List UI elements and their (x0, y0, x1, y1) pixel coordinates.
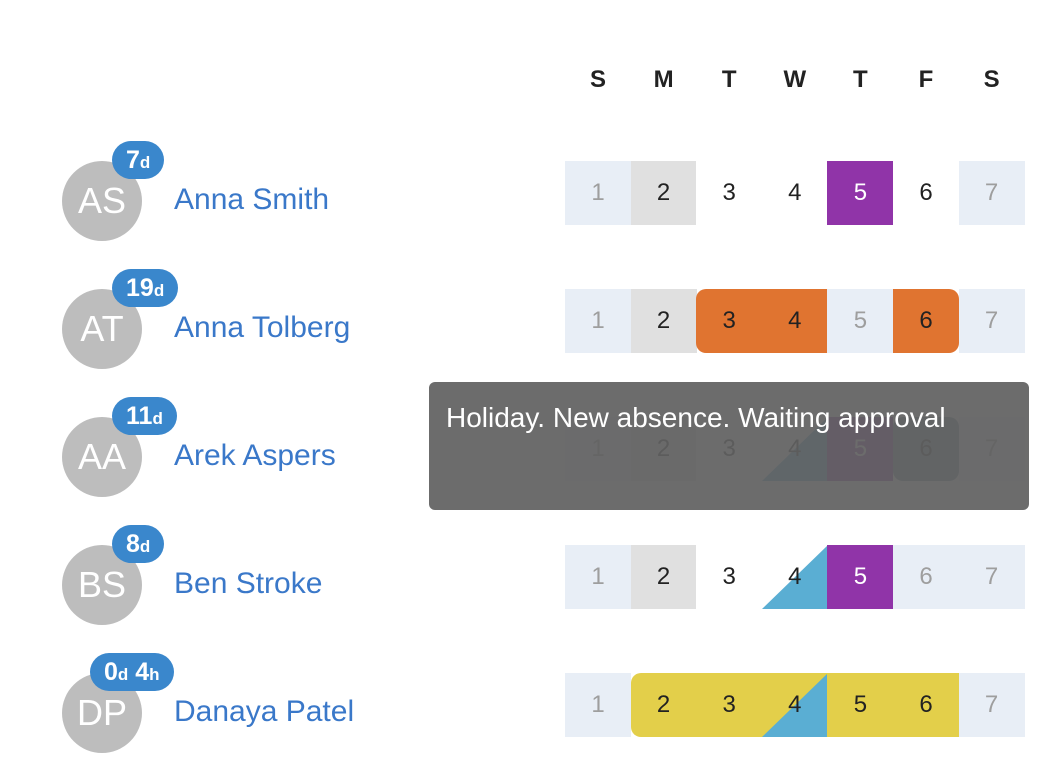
day-cell[interactable]: 5 (827, 289, 894, 353)
day-number: 6 (919, 179, 933, 206)
day-cell[interactable]: 1 (565, 673, 631, 737)
day-number: 2 (656, 691, 671, 718)
day-cell[interactable]: 4 (761, 673, 828, 737)
day-cell[interactable]: 6 (893, 161, 959, 225)
day-number: 5 (853, 691, 868, 718)
day-number: 6 (919, 691, 933, 718)
day-number: 3 (722, 307, 736, 334)
avatar: BS (62, 545, 142, 625)
person-name-link[interactable]: Danaya Patel (174, 695, 355, 728)
day-cell[interactable]: 6 (893, 545, 959, 609)
day-cell[interactable]: 5 (827, 545, 894, 609)
day-cell[interactable]: 5 (827, 161, 894, 225)
day-number: 1 (591, 563, 605, 590)
balance-badge: 8d (112, 525, 165, 563)
day-number: 5 (853, 307, 868, 334)
day-number: 3 (722, 691, 736, 718)
day-cell[interactable]: 1 (565, 545, 631, 609)
day-number: 4 (788, 691, 802, 718)
day-number: 4 (788, 307, 802, 334)
day-cell[interactable]: 2 (630, 289, 697, 353)
day-number: 1 (591, 179, 605, 206)
half-day-marker (761, 673, 828, 737)
day-header: F (918, 66, 934, 93)
day-number: 7 (984, 307, 999, 334)
day-number: 4 (788, 563, 802, 590)
day-cell[interactable]: 4 (761, 289, 828, 353)
day-number: 2 (656, 307, 671, 334)
balance-badge: 7d (112, 141, 165, 179)
day-cell[interactable]: 7 (958, 673, 1025, 737)
day-cell[interactable]: 7 (958, 161, 1025, 225)
day-number: 4 (788, 179, 802, 206)
day-cell[interactable]: 1 (565, 289, 631, 353)
day-header: W (783, 66, 807, 93)
day-cell[interactable]: 3 (696, 289, 763, 353)
balance-badge: 19d (112, 269, 179, 307)
day-cell[interactable]: 3 (696, 673, 763, 737)
day-header: T (853, 66, 868, 93)
day-cell[interactable]: 2 (630, 161, 697, 225)
day-number: 2 (656, 179, 671, 206)
day-cell[interactable]: 3 (696, 161, 763, 225)
day-cell[interactable]: 7 (958, 289, 1025, 353)
day-cell[interactable]: 1 (565, 161, 631, 225)
day-number: 6 (919, 307, 933, 334)
day-cell[interactable]: 6 (893, 673, 959, 737)
half-day-marker (761, 545, 828, 609)
person-name-link[interactable]: Anna Tolberg (174, 311, 351, 344)
balance-badge: 11d (112, 397, 177, 435)
day-number: 1 (591, 307, 605, 334)
day-cell[interactable]: 2 (630, 545, 697, 609)
day-cell[interactable]: 4 (761, 161, 828, 225)
day-cell[interactable]: 2 (630, 673, 697, 737)
day-cell[interactable]: 3 (696, 545, 763, 609)
day-header: S (983, 66, 1000, 93)
day-number: 7 (984, 691, 999, 718)
person-name-link[interactable]: Arek Aspers (174, 439, 336, 472)
balance-badge: 0d 4h (90, 653, 174, 691)
person-name-link[interactable]: Ben Stroke (174, 567, 323, 600)
tooltip: Holiday. New absence. Waiting approval (429, 382, 1029, 510)
day-number: 7 (984, 179, 999, 206)
day-number: 3 (722, 179, 736, 206)
day-header: M (653, 66, 674, 93)
day-header: T (721, 66, 737, 93)
day-cell[interactable]: 4 (761, 545, 828, 609)
day-number: 5 (853, 179, 868, 206)
day-number: 6 (919, 563, 933, 590)
day-cell[interactable]: 7 (958, 545, 1025, 609)
day-cell[interactable]: 5 (827, 673, 894, 737)
day-number: 5 (853, 563, 868, 590)
person-name-link[interactable]: Anna Smith (174, 183, 330, 216)
day-header: S (589, 66, 606, 93)
day-cell[interactable]: 6 (893, 289, 959, 353)
day-number: 2 (656, 563, 671, 590)
day-number: 3 (722, 563, 736, 590)
day-number: 7 (984, 563, 999, 590)
day-number: 1 (591, 691, 605, 718)
